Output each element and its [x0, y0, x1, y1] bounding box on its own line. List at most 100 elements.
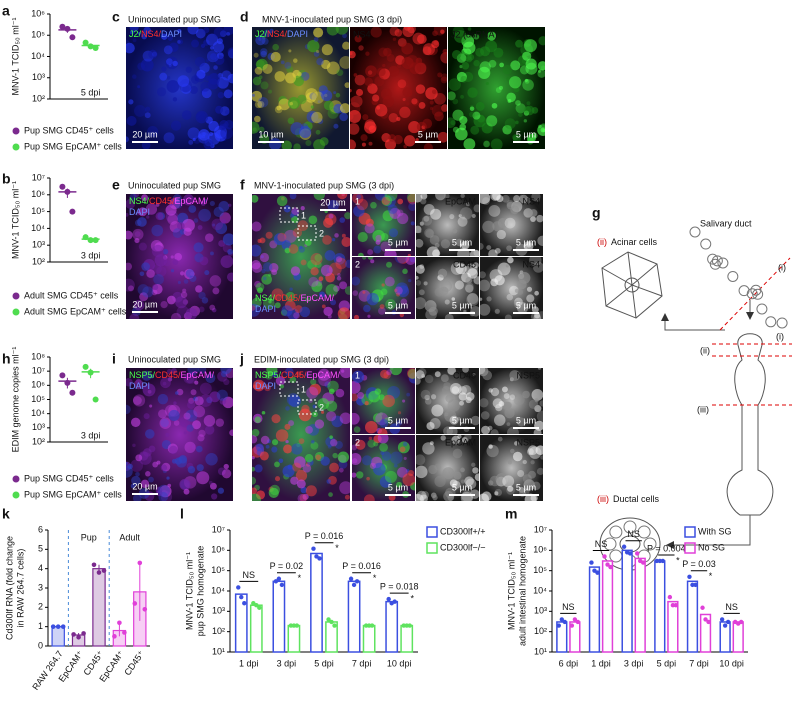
texture: [530, 460, 535, 465]
stain: NSP5/: [255, 370, 282, 380]
texture: [129, 30, 134, 35]
y-tick-label: 10³: [32, 422, 45, 432]
texture: [488, 249, 498, 256]
y-tick-label: 2: [38, 602, 43, 612]
texture: [429, 441, 434, 446]
texture: [203, 198, 208, 203]
texture: [522, 51, 532, 61]
point: [687, 574, 692, 579]
texture: [190, 389, 197, 396]
point: [87, 237, 94, 244]
texture: [352, 276, 361, 286]
label-text: Ductal cells: [613, 494, 660, 504]
texture: [128, 99, 134, 105]
texture: [515, 39, 523, 48]
texture: [271, 288, 284, 301]
duct-cell: [711, 255, 723, 267]
texture: [492, 221, 503, 232]
texture: [290, 209, 300, 218]
texture: [126, 199, 136, 209]
point: [276, 576, 282, 581]
texture: [361, 455, 373, 466]
texture: [283, 444, 293, 454]
texture: [362, 114, 369, 121]
cut-label: (ii): [700, 345, 710, 355]
x-tick-label: 6 dpi: [559, 658, 579, 668]
texture: [488, 480, 494, 486]
texture: [126, 378, 133, 387]
texture: [344, 286, 350, 295]
stain-label: J2/NS4/DAPI: [255, 29, 308, 39]
panel-letter: k: [2, 506, 10, 522]
texture: [377, 435, 389, 444]
texture: [155, 212, 164, 221]
texture: [271, 269, 278, 276]
texture: [254, 115, 261, 123]
texture: [316, 57, 324, 66]
texture: [360, 134, 368, 142]
texture: [432, 494, 438, 501]
texture: [126, 404, 131, 415]
texture: [461, 61, 470, 70]
texture: [440, 239, 451, 249]
texture: [390, 451, 403, 465]
texture: [437, 72, 443, 78]
texture: [191, 39, 200, 48]
y-tick-label: 10⁶: [31, 189, 45, 199]
texture: [170, 269, 175, 273]
texture: [380, 88, 392, 100]
texture: [190, 75, 200, 84]
texture: [149, 404, 153, 408]
bar: [362, 624, 376, 653]
scale-label: 5 µm: [418, 129, 438, 139]
texture: [337, 307, 350, 319]
texture: [267, 89, 272, 94]
texture: [443, 194, 450, 199]
texture: [494, 275, 505, 286]
texture: [515, 120, 519, 125]
texture: [300, 486, 308, 494]
texture: [408, 202, 415, 211]
texture: [284, 247, 291, 254]
texture: [328, 213, 334, 219]
texture: [399, 446, 406, 453]
texture: [486, 115, 498, 127]
texture: [375, 412, 389, 426]
texture: [512, 134, 521, 143]
texture: [505, 264, 509, 268]
texture: [253, 52, 259, 58]
texture: [263, 29, 271, 38]
inset-stain: NSP5: [516, 437, 540, 447]
texture: [473, 204, 479, 213]
texture: [326, 479, 332, 484]
panel-letter: e: [112, 177, 120, 193]
micrograph-title: Uninoculated pup SMG: [128, 354, 221, 364]
stain: EpCAM/: [301, 293, 335, 303]
texture: [397, 79, 407, 88]
texture: [512, 451, 523, 462]
texture: [198, 291, 206, 300]
comparison-label: P = 0.03: [682, 559, 716, 569]
texture: [289, 376, 297, 384]
duct-cell: [738, 285, 750, 297]
comparison-label: P = 0.004: [647, 543, 686, 553]
texture: [380, 451, 385, 455]
texture: [275, 429, 289, 442]
texture: [254, 100, 263, 109]
y-axis-label: EDIM genome copies ml⁻¹: [10, 347, 20, 453]
point: [82, 39, 89, 46]
texture: [440, 29, 445, 34]
texture: [496, 229, 506, 240]
texture: [507, 257, 514, 264]
texture: [129, 194, 137, 201]
texture: [183, 279, 189, 284]
texture: [504, 118, 516, 130]
inset-stain: CD45: [453, 259, 476, 269]
legend-label: Pup SMG CD45⁺ cells: [24, 125, 114, 135]
texture: [434, 463, 442, 471]
texture: [362, 290, 366, 294]
micrograph: [352, 257, 415, 319]
x-tick-label: 3 dpi: [277, 658, 297, 668]
texture: [452, 27, 465, 38]
y-tick-label: 10²: [32, 93, 45, 103]
